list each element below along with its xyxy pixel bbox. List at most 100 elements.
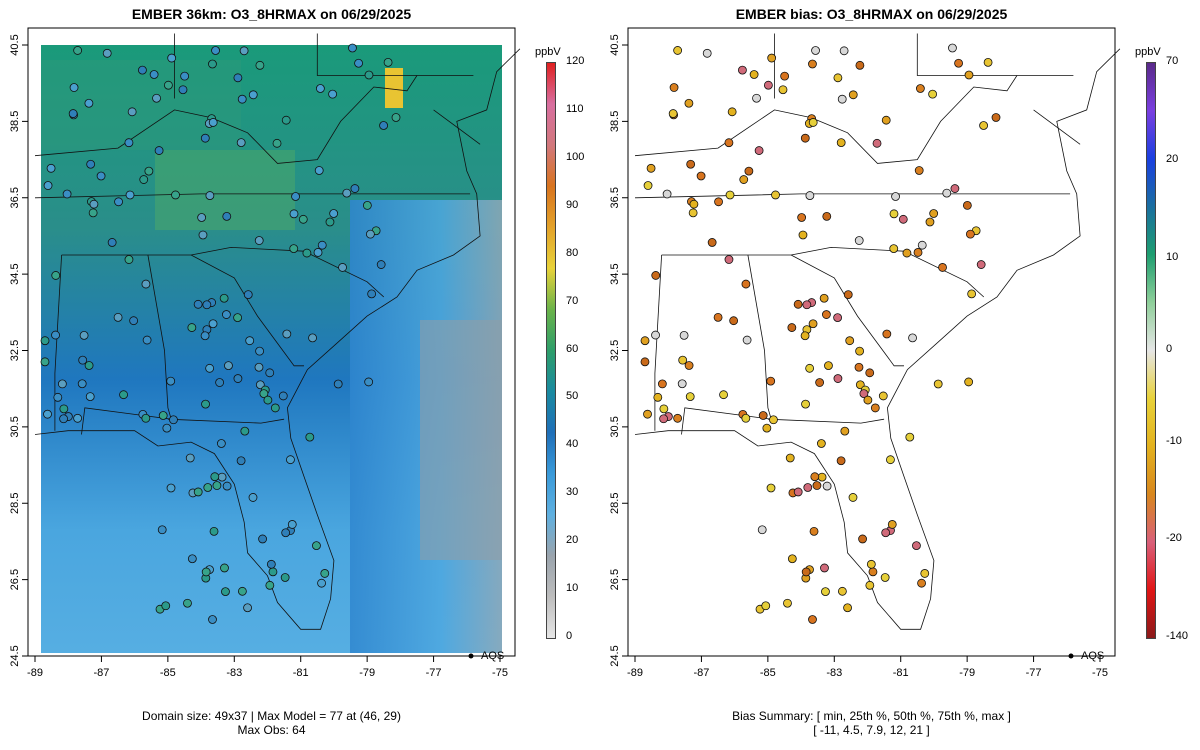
left-panel: EMBER 36km: O3_8HRMAX on 06/29/2025 — [9, 6, 584, 737]
station-marker — [805, 191, 815, 200]
colorbar-tick-label: 50 — [566, 390, 579, 403]
station-marker — [197, 213, 207, 222]
station-marker — [51, 330, 60, 340]
station-marker — [215, 378, 225, 387]
station-marker — [286, 455, 295, 465]
station-marker — [812, 481, 822, 490]
station-marker — [815, 378, 825, 387]
station-marker — [86, 159, 96, 169]
station-marker — [933, 379, 943, 389]
station-marker — [928, 89, 938, 99]
station-marker — [882, 329, 892, 339]
aqs-legend-dot — [468, 653, 474, 659]
station-marker — [713, 312, 723, 322]
station-marker — [221, 587, 230, 597]
station-marker — [313, 248, 323, 257]
station-marker — [741, 279, 751, 289]
station-marker — [114, 197, 123, 207]
station-marker — [798, 230, 808, 240]
station-marker — [702, 48, 712, 58]
station-marker — [154, 146, 164, 155]
station-marker — [865, 368, 875, 378]
station-marker — [265, 580, 275, 590]
station-marker — [810, 472, 820, 482]
station-marker — [724, 255, 734, 264]
station-marker — [248, 493, 258, 502]
station-marker — [73, 46, 83, 55]
station-marker — [657, 379, 667, 389]
colorbar-tick-label: 0 — [1166, 342, 1173, 355]
x-tick-label: -81 — [893, 667, 909, 679]
station-marker — [651, 271, 661, 280]
station-marker — [125, 190, 135, 200]
station-marker — [268, 567, 278, 577]
station-marker — [811, 46, 820, 55]
station-marker — [85, 392, 95, 402]
station-marker — [216, 439, 226, 448]
station-marker — [801, 399, 810, 409]
state-border — [654, 254, 662, 431]
station-marker — [780, 71, 790, 81]
station-marker — [129, 316, 139, 326]
station-marker — [771, 190, 780, 200]
station-marker — [217, 472, 227, 482]
right-colorbar-ticks: 70 20 10 0 -10 -20 -140 — [1156, 55, 1196, 642]
station-marker — [707, 238, 717, 247]
left-map-outlines — [34, 33, 521, 630]
station-marker — [46, 163, 56, 173]
station-marker — [678, 355, 688, 365]
station-marker — [200, 133, 210, 143]
station-marker — [797, 213, 807, 222]
station-marker — [265, 368, 275, 378]
station-marker — [833, 73, 843, 83]
y-tick-label: 28.5 — [9, 493, 21, 514]
station-marker — [202, 300, 212, 310]
station-marker — [659, 404, 669, 414]
station-marker — [157, 525, 167, 535]
colorbar-tick-label: 20 — [1166, 152, 1179, 165]
station-marker — [836, 456, 846, 466]
state-border — [34, 193, 471, 199]
station-marker — [289, 209, 299, 219]
station-marker — [651, 330, 660, 340]
colorbar-tick-label: 10 — [1166, 250, 1179, 263]
y-tick-label: 40.5 — [9, 34, 21, 55]
station-marker — [328, 89, 338, 99]
station-marker — [881, 528, 891, 538]
station-marker — [686, 159, 696, 169]
station-marker — [185, 453, 195, 463]
colorbar-tick-label: 30 — [566, 486, 579, 499]
station-marker — [727, 107, 737, 117]
station-marker — [821, 587, 830, 597]
x-tick-label: -85 — [760, 667, 776, 679]
station-marker — [139, 175, 149, 184]
station-marker — [59, 404, 69, 414]
station-marker — [880, 573, 890, 582]
station-marker — [171, 190, 180, 200]
station-marker — [855, 346, 865, 356]
station-marker — [141, 413, 151, 423]
station-marker — [653, 392, 663, 402]
station-marker — [685, 392, 695, 402]
station-marker — [820, 563, 829, 573]
station-marker — [187, 554, 197, 564]
station-marker — [802, 300, 812, 310]
x-tick-label: -79 — [359, 667, 375, 679]
station-marker — [787, 323, 797, 332]
station-marker — [886, 455, 895, 465]
station-marker — [866, 559, 876, 569]
colorbar-tick-label: -10 — [1166, 434, 1182, 447]
station-marker — [208, 59, 217, 69]
station-marker — [281, 115, 291, 125]
station-marker — [677, 379, 687, 389]
station-marker — [920, 569, 930, 578]
station-marker — [724, 138, 734, 148]
station-marker — [878, 391, 888, 401]
y-tick-label: 36.5 — [9, 187, 21, 208]
colorbar-tick-label: 80 — [566, 246, 579, 259]
station-marker — [843, 603, 852, 613]
station-marker — [291, 192, 300, 201]
station-marker — [364, 377, 374, 387]
y-tick-label: 26.5 — [9, 569, 21, 590]
state-border — [767, 418, 885, 424]
